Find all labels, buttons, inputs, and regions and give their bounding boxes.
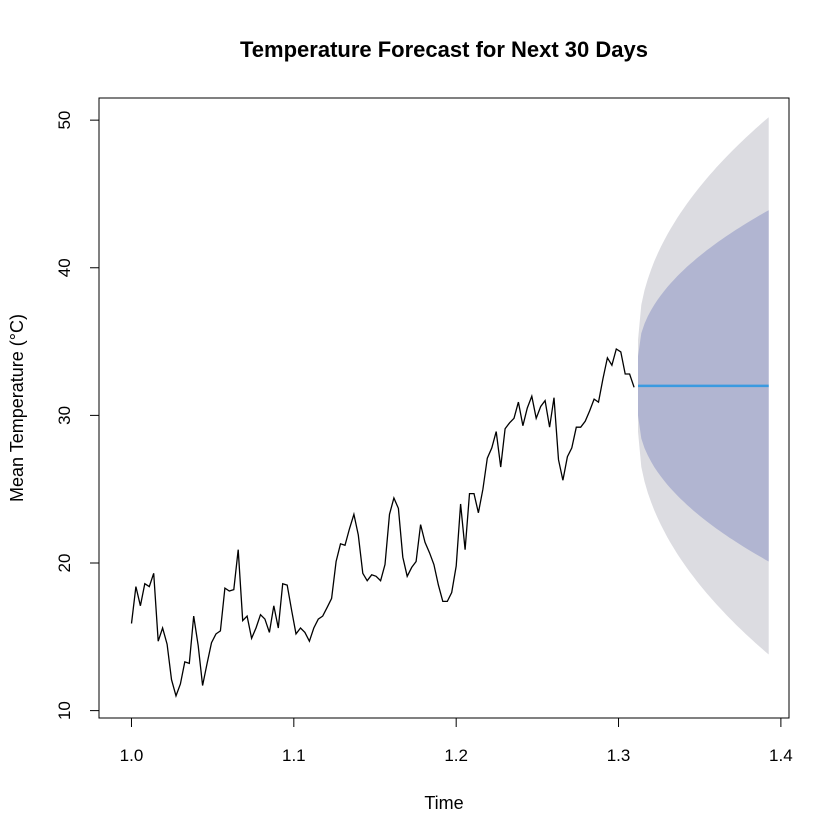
x-tick-label: 1.2 — [444, 746, 468, 765]
y-tick-label: 10 — [55, 701, 74, 720]
y-tick-label: 20 — [55, 554, 74, 573]
y-tick-label: 40 — [55, 258, 74, 277]
y-axis: 10 20 30 40 50 — [55, 111, 100, 720]
x-axis-label: Time — [424, 793, 463, 813]
x-tick-label: 1.4 — [769, 746, 793, 765]
y-tick-label: 30 — [55, 406, 74, 425]
y-axis-label: Mean Temperature (°C) — [7, 314, 27, 502]
x-axis: 1.0 1.1 1.2 1.3 1.4 — [120, 717, 793, 765]
x-tick-label: 1.0 — [120, 746, 144, 765]
x-tick-label: 1.1 — [282, 746, 306, 765]
chart-title: Temperature Forecast for Next 30 Days — [240, 37, 648, 62]
x-tick-label: 1.3 — [607, 746, 631, 765]
history-line — [130, 347, 635, 699]
series-layer — [130, 347, 769, 699]
y-tick-label: 50 — [55, 111, 74, 130]
